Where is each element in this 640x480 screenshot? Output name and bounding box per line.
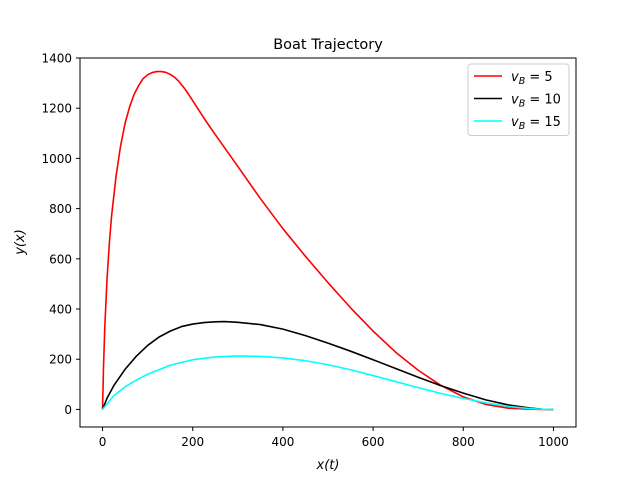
y-axis-label: y(x) (13, 229, 28, 256)
plot-frame (79, 57, 577, 428)
series-line-1 (101, 70, 554, 411)
series-line-2 (101, 320, 554, 411)
legend-label: vB = 10 (511, 93, 561, 110)
y-tick-label: 0 (64, 403, 72, 417)
plot-area (101, 70, 554, 411)
y-tick-label: 1200 (41, 102, 72, 116)
legend-box (467, 63, 570, 136)
x-tick-label: 400 (271, 435, 294, 449)
legend: vB = 5 vB = 10 vB = 15 (467, 63, 570, 136)
y-axis-ticks: 0 200 400 600 800 1000 1200 1400 (41, 52, 80, 417)
x-axis-label: x(t) (316, 458, 340, 473)
legend-label: vB = 15 (511, 115, 561, 132)
x-axis-ticks: 0 200 400 600 800 1000 (99, 427, 569, 449)
x-tick-label: 1000 (538, 435, 569, 449)
chart-title: Boat Trajectory (273, 37, 383, 53)
legend-label: vB = 5 (511, 70, 553, 87)
x-tick-label: 600 (362, 435, 385, 449)
y-tick-label: 800 (49, 202, 72, 216)
series-line-3 (101, 355, 554, 411)
x-tick-label: 0 (99, 435, 107, 449)
y-tick-label: 600 (49, 252, 72, 266)
x-tick-label: 800 (452, 435, 475, 449)
y-tick-label: 400 (49, 303, 72, 317)
y-tick-label: 200 (49, 353, 72, 367)
y-tick-label: 1400 (41, 52, 72, 66)
x-tick-label: 200 (181, 435, 204, 449)
y-tick-label: 1000 (41, 152, 72, 166)
